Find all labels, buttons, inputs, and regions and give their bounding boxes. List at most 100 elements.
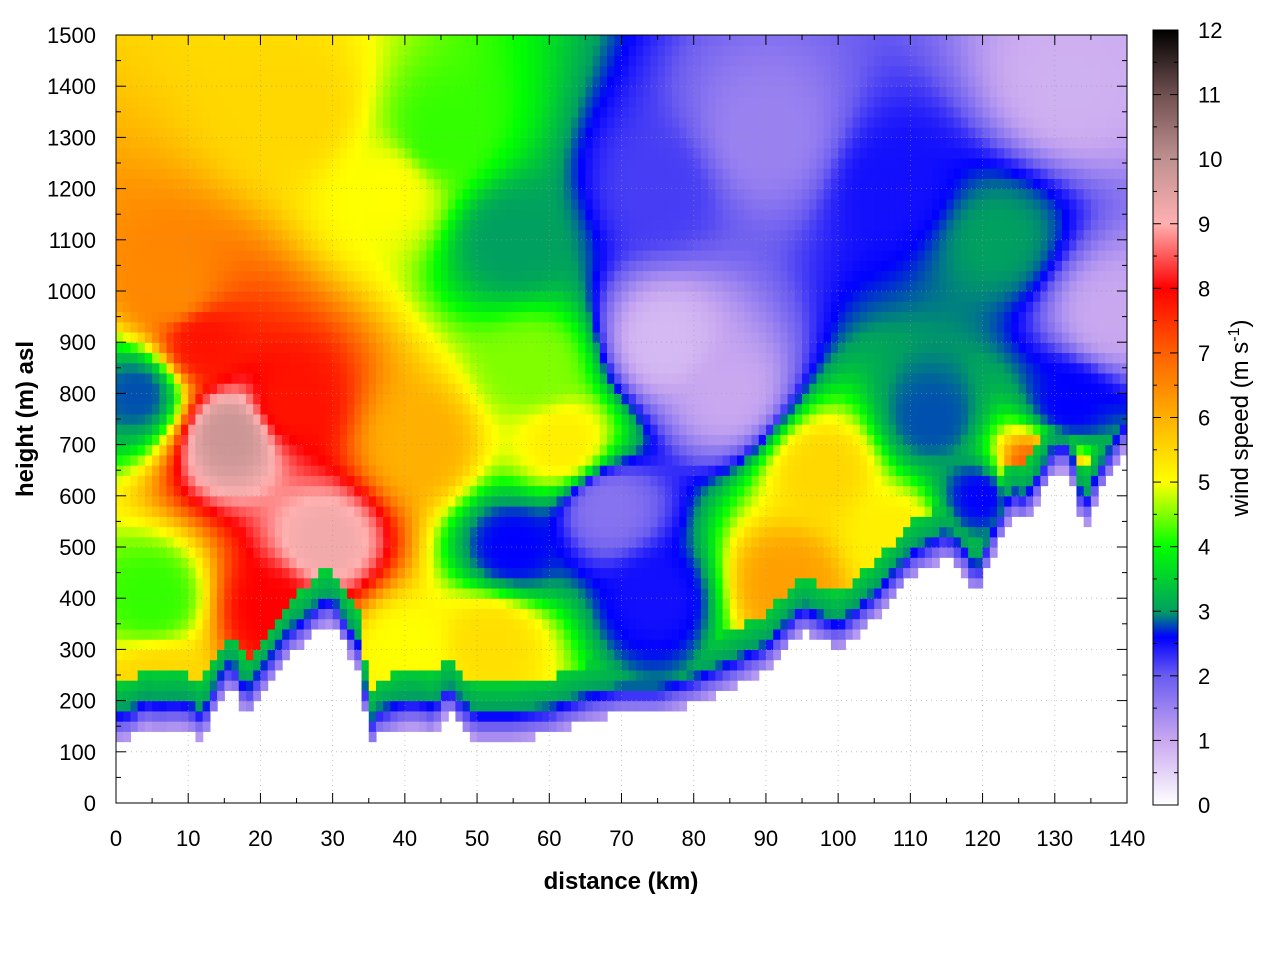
- field-cell: [621, 567, 630, 579]
- field-cell: [462, 587, 471, 599]
- field-cell: [303, 403, 312, 415]
- field-cell: [621, 198, 630, 210]
- field-cell: [578, 690, 586, 702]
- field-cell: [361, 413, 370, 425]
- field-cell: [253, 495, 262, 507]
- field-cell: [137, 485, 146, 497]
- field-cell: [599, 536, 608, 548]
- field-cell: [224, 372, 233, 384]
- field-cell: [383, 55, 392, 67]
- field-cell: [426, 659, 435, 671]
- field-cell: [607, 239, 615, 251]
- field-cell: [491, 280, 500, 292]
- field-cell: [419, 137, 428, 149]
- field-cell: [607, 209, 615, 220]
- field-cell: [599, 434, 608, 446]
- field-cell: [397, 137, 406, 149]
- field-cell: [274, 536, 283, 548]
- field-cell: [253, 475, 262, 487]
- field-cell: [188, 547, 197, 558]
- field-cell: [513, 608, 521, 620]
- field-cell: [347, 649, 355, 661]
- field-cell: [202, 403, 211, 415]
- field-cell: [245, 96, 254, 108]
- field-cell: [274, 516, 283, 528]
- field-cell: [520, 639, 529, 650]
- field-cell: [347, 516, 355, 528]
- field-cell: [339, 168, 348, 179]
- field-cell: [505, 35, 514, 46]
- field-cell: [607, 96, 615, 108]
- field-cell: [209, 147, 218, 159]
- field-cell: [289, 168, 298, 179]
- field-cell: [130, 270, 139, 282]
- field-cell: [455, 393, 464, 405]
- field-cell: [650, 598, 659, 610]
- field-cell: [137, 587, 146, 599]
- field-cell: [570, 65, 579, 77]
- field-cell: [282, 137, 290, 149]
- field-cell: [375, 280, 384, 292]
- field-cell: [426, 86, 435, 98]
- field-cell: [383, 413, 392, 425]
- field-cell: [231, 680, 240, 691]
- field-cell: [231, 362, 240, 374]
- field-cell: [137, 669, 146, 681]
- field-cell: [188, 188, 197, 200]
- field-cell: [289, 413, 298, 425]
- field-cell: [607, 65, 615, 77]
- field-cell: [607, 485, 615, 497]
- field-cell: [339, 198, 348, 210]
- field-cell: [159, 628, 168, 640]
- field-cell: [260, 86, 269, 98]
- field-cell: [188, 127, 197, 138]
- field-cell: [563, 209, 572, 220]
- field-cell: [332, 434, 341, 446]
- field-cell: [368, 198, 377, 210]
- field-cell: [599, 311, 608, 323]
- field-cell: [542, 700, 550, 712]
- field-cell: [505, 352, 514, 364]
- field-cell: [635, 526, 644, 538]
- field-cell: [166, 147, 175, 159]
- field-cell: [267, 198, 276, 210]
- field-cell: [404, 454, 413, 466]
- field-cell: [368, 178, 377, 190]
- field-cell: [556, 55, 565, 67]
- field-cell: [570, 608, 579, 620]
- field-cell: [404, 209, 413, 220]
- field-cell: [440, 342, 449, 354]
- field-cell: [578, 75, 586, 87]
- field-cell: [628, 598, 637, 610]
- field-cell: [505, 577, 514, 589]
- field-cell: [440, 454, 449, 466]
- field-cell: [498, 413, 507, 425]
- field-cell: [253, 168, 262, 179]
- field-cell: [556, 321, 565, 333]
- field-cell: [296, 188, 305, 200]
- field-cell: [368, 608, 377, 620]
- field-cell: [159, 393, 168, 405]
- field-cell: [375, 229, 384, 241]
- field-cell: [607, 291, 615, 302]
- field-cell: [238, 280, 247, 292]
- field-cell: [469, 454, 478, 466]
- field-cell: [289, 137, 298, 149]
- field-cell: [375, 116, 384, 128]
- field-cell: [520, 393, 529, 405]
- field-cell: [289, 567, 298, 579]
- field-cell: [238, 690, 247, 702]
- field-cell: [607, 219, 615, 231]
- field-cell: [202, 516, 211, 528]
- field-cell: [621, 280, 630, 292]
- field-cell: [440, 65, 449, 77]
- field-cell: [253, 690, 262, 702]
- field-cell: [123, 710, 132, 722]
- field-cell: [477, 649, 485, 661]
- field-cell: [614, 106, 623, 118]
- field-cell: [339, 96, 348, 108]
- field-cell: [426, 557, 435, 569]
- field-cell: [433, 188, 442, 200]
- field-cell: [137, 137, 146, 149]
- field-cell: [173, 567, 182, 579]
